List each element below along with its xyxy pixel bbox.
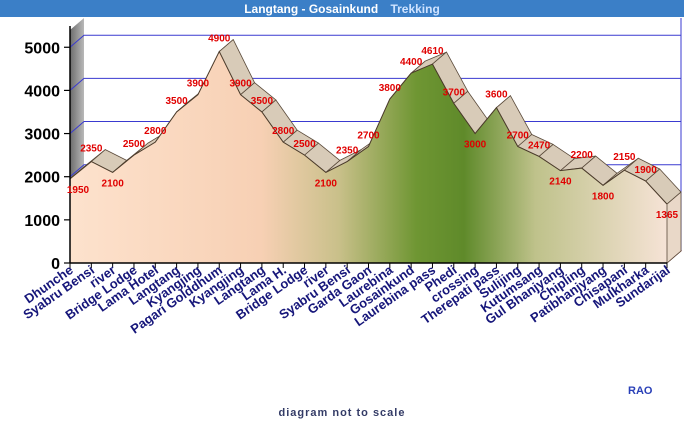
data-value-label: 3900	[229, 79, 252, 90]
data-value-label: 2700	[357, 131, 380, 142]
chart-footer: diagram not to scale	[0, 403, 684, 420]
y-tick-labels: 0 1000 2000 3000 4000 5000	[24, 40, 60, 273]
data-value-label: 3600	[485, 90, 508, 101]
elevation-front-face	[70, 51, 667, 264]
data-value-label: 2200	[571, 150, 594, 161]
data-value-label: 2470	[528, 140, 551, 151]
gridline	[69, 34, 681, 48]
value-labels: 1950 2350 2100 2500 2800 3500 3900 4900 3900 3500…	[67, 34, 679, 222]
data-value-label: 2700	[507, 131, 530, 142]
chart-title-spacer	[383, 2, 386, 16]
data-value-label: 1800	[592, 191, 615, 202]
data-value-label: 2100	[102, 178, 125, 189]
elevation-area	[69, 39, 682, 264]
data-value-label: 2350	[336, 146, 359, 157]
data-value-label: 1950	[67, 185, 90, 196]
data-value-label: 4900	[208, 34, 231, 45]
data-value-label: 2140	[549, 177, 572, 188]
data-value-label: 2500	[293, 139, 316, 150]
y-tick-label: 1000	[24, 213, 60, 230]
data-value-label: 1900	[635, 165, 658, 176]
data-value-label: 3800	[379, 83, 402, 94]
elevation-ridge-line	[69, 50, 668, 205]
gridline	[69, 77, 681, 91]
data-value-label: 2800	[272, 126, 295, 137]
y-tick-label: 3000	[24, 127, 60, 144]
y-tick-label: 0	[51, 256, 60, 273]
y-tick-label: 5000	[24, 40, 60, 57]
data-value-label: 1365	[656, 210, 679, 221]
data-value-label: 2100	[315, 178, 338, 189]
data-value-label: 2500	[123, 139, 146, 150]
y-tick-label: 2000	[24, 170, 60, 187]
data-value-label: 3500	[251, 96, 274, 107]
chart-title-bar: Langtang - Gosainkund Trekking	[0, 0, 684, 17]
data-value-label: 2150	[613, 152, 636, 163]
data-value-label: 2350	[80, 144, 103, 155]
area-end-cap	[666, 191, 682, 264]
axes	[64, 26, 668, 268]
chart-title-accent: Trekking	[390, 2, 440, 16]
plot-area: 0 1000 2000 3000 4000 5000 Dhunche Syabru Bens…	[0, 17, 684, 403]
chart-title: Langtang - Gosainkund	[244, 2, 379, 16]
data-value-label: 2800	[144, 126, 167, 137]
data-value-label: 4400	[400, 57, 423, 68]
y-tick-label: 4000	[24, 83, 60, 100]
data-value-label: 3700	[443, 87, 466, 98]
data-value-label: 3500	[165, 96, 188, 107]
credit-label: RAO	[628, 385, 653, 397]
data-value-label: 3900	[187, 79, 210, 90]
data-value-label: 4610	[421, 46, 444, 57]
scale-note: diagram not to scale	[278, 407, 406, 419]
data-value-label: 3000	[464, 140, 487, 151]
